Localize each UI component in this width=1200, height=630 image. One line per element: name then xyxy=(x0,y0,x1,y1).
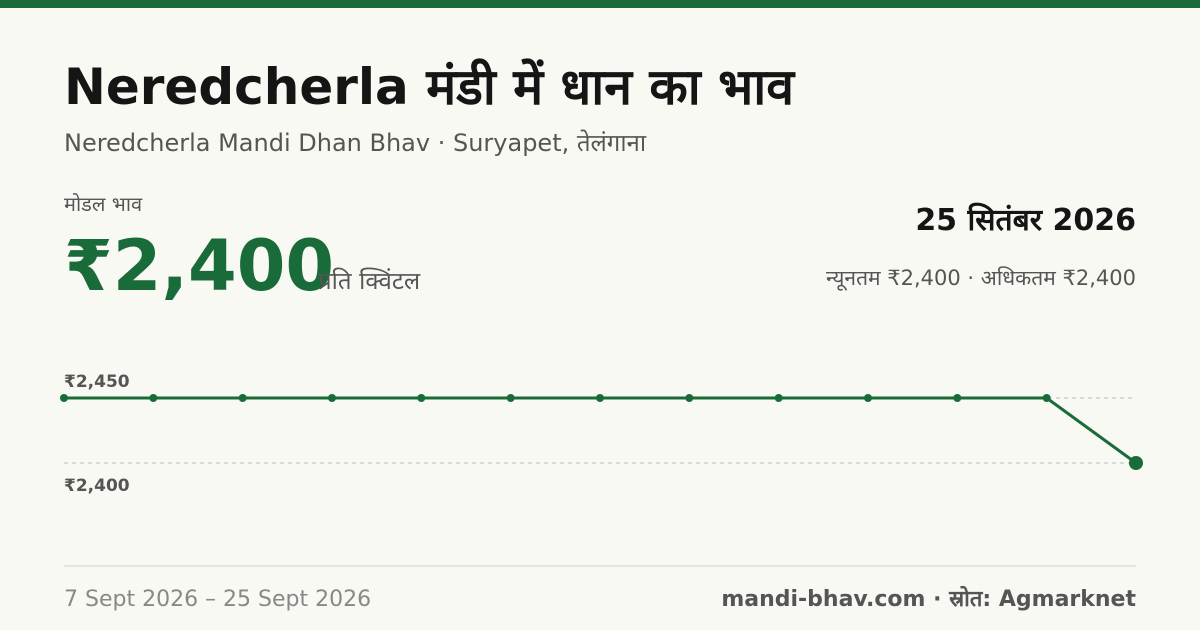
date: 25 सितंबर 2026 xyxy=(915,202,1136,238)
point xyxy=(1042,394,1051,402)
unit: प्रति क्विंटल xyxy=(318,267,421,295)
price: ₹2,400 xyxy=(64,225,334,307)
point xyxy=(506,394,515,402)
min-max: न्यूनतम ₹2,400 · अधिकतम ₹2,400 xyxy=(826,266,1136,291)
source: mandi-bhav.com · स्रोत: Agmarknet xyxy=(721,585,1136,612)
point xyxy=(417,394,426,402)
subtitle: Neredcherla Mandi Dhan Bhav · Suryapet, … xyxy=(64,129,647,157)
period: 7 Sept 2026 – 25 Sept 2026 xyxy=(64,587,371,612)
y-tick-label: ₹2,450 xyxy=(64,372,130,392)
y-tick-label: ₹2,400 xyxy=(64,476,130,496)
point xyxy=(864,394,872,402)
point xyxy=(1129,456,1143,470)
point xyxy=(596,394,604,402)
point xyxy=(774,394,783,402)
title: Neredcherla मंडी में धान का भाव xyxy=(64,58,796,116)
price-label: मोडल भाव xyxy=(64,192,143,216)
point xyxy=(953,394,962,402)
point xyxy=(60,394,68,402)
point xyxy=(238,394,247,402)
point xyxy=(685,394,694,402)
top-bar xyxy=(0,0,1200,8)
point xyxy=(149,394,158,402)
point xyxy=(328,394,336,402)
line xyxy=(64,396,1137,465)
